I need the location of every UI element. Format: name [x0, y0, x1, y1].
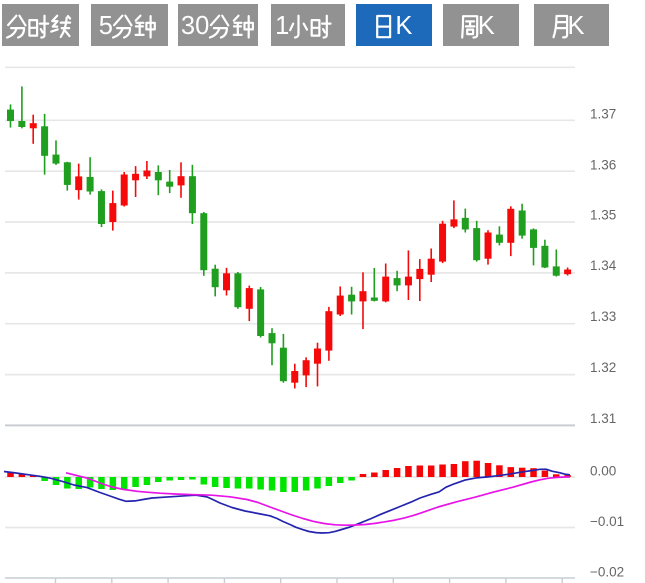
svg-text:1.37: 1.37: [590, 107, 616, 122]
svg-text:K: K: [567, 12, 584, 40]
svg-text:0.00: 0.00: [590, 464, 616, 479]
svg-text:1.31: 1.31: [590, 411, 616, 426]
svg-text:1.35: 1.35: [590, 207, 616, 222]
svg-text:−0.01: −0.01: [590, 514, 624, 529]
svg-text:30: 30: [181, 12, 209, 40]
svg-text:5: 5: [98, 12, 112, 40]
svg-text:1: 1: [275, 12, 289, 40]
svg-text:1.33: 1.33: [590, 309, 616, 324]
svg-text:K: K: [478, 12, 495, 40]
svg-text:1.32: 1.32: [590, 360, 616, 375]
svg-text:−0.02: −0.02: [590, 565, 624, 580]
svg-text:1.34: 1.34: [590, 258, 617, 273]
svg-text:K: K: [395, 12, 412, 40]
svg-text:1.36: 1.36: [590, 157, 616, 172]
